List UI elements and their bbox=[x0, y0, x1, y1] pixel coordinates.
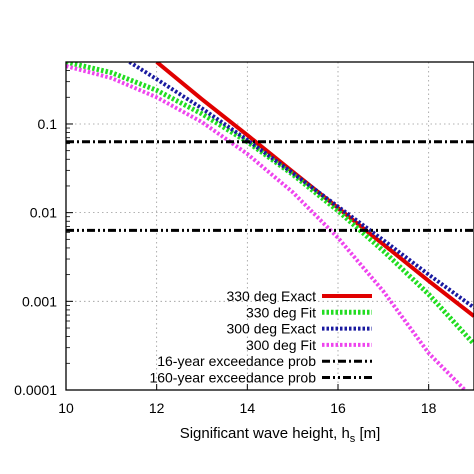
grid bbox=[66, 62, 474, 390]
x-axis-label-unit: [m] bbox=[355, 425, 380, 442]
x-tick-label: 16 bbox=[330, 400, 346, 416]
legend-label: 16-year exceedance prob bbox=[157, 353, 316, 369]
x-tick-label: 12 bbox=[149, 400, 165, 416]
y-tick-label: 0.001 bbox=[22, 293, 57, 309]
x-tick-label: 18 bbox=[421, 400, 437, 416]
x-axis-label-subscript: s bbox=[350, 433, 356, 445]
series-line-330-deg-fit bbox=[66, 62, 474, 346]
legend-label: 300 deg Fit bbox=[246, 337, 316, 353]
series-line-300-deg-exact bbox=[128, 62, 474, 310]
legend-label: 330 deg Fit bbox=[246, 304, 316, 320]
legend-label: 300 deg Exact bbox=[226, 321, 316, 337]
y-tick-label: 0.0001 bbox=[14, 382, 57, 398]
x-tick-label: 14 bbox=[240, 400, 256, 416]
x-axis-label: Significant wave height, hs [m] bbox=[180, 425, 381, 445]
series-lines bbox=[66, 62, 474, 390]
y-tick-label: 0.01 bbox=[30, 205, 57, 221]
axis-ticks: 10 12 14 16 18 0.1 0.01 0.001 0.0001 bbox=[14, 70, 437, 416]
x-tick-label: 10 bbox=[58, 400, 74, 416]
x-axis-label-main: Significant wave height, h bbox=[180, 425, 350, 442]
legend-label: 330 deg Exact bbox=[226, 288, 316, 304]
legend-label: 160-year exceedance prob bbox=[149, 370, 316, 386]
y-tick-label: 0.1 bbox=[38, 116, 58, 132]
